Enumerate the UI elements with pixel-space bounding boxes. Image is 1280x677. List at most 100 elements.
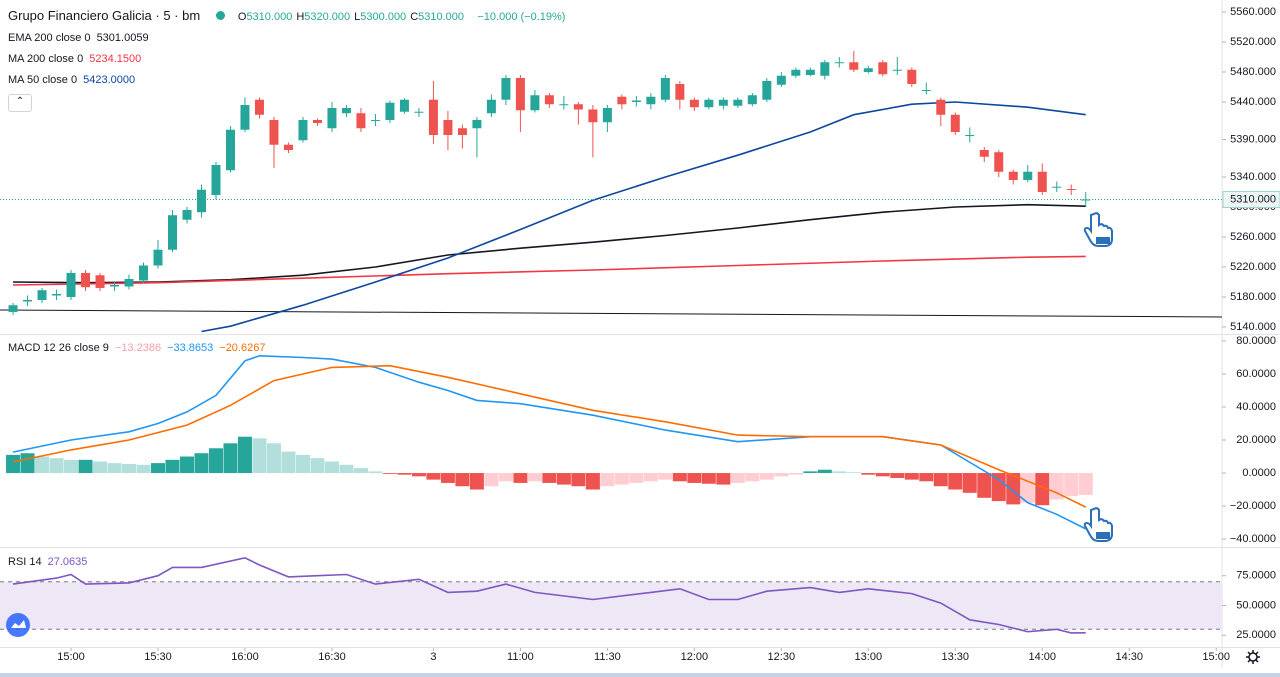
x-tick-label: 16:30 (318, 651, 346, 663)
histogram-bar (455, 473, 470, 487)
collapse-button[interactable]: ⌃ (8, 94, 32, 112)
x-tick-label: 12:00 (681, 651, 709, 663)
symbol-title: Grupo Financiero Galicia · 5 · bm (8, 8, 201, 23)
histogram-bar (701, 473, 716, 484)
indicator-legend: EMA 200 close 0 5301.0059 MA 200 close 0 52… (8, 28, 571, 91)
ohlc-label: C (410, 11, 419, 23)
histogram-bar (890, 473, 905, 478)
y-tick-label: 50.0000 (1236, 599, 1276, 611)
candle-body (530, 95, 540, 111)
histogram-bar (35, 456, 50, 474)
y-tick-label: 5440.000 (1230, 96, 1276, 108)
legend-name: MA 200 close 0 (8, 53, 84, 65)
x-tick-label: 13:30 (942, 651, 970, 663)
ohlc-value: 5310.000 (246, 11, 293, 23)
candle-body (443, 119, 453, 135)
histogram-bar (904, 473, 919, 480)
indicator-line (201, 101, 1086, 333)
candle-body (298, 119, 308, 141)
settings-button[interactable] (1246, 650, 1260, 664)
status-dot (215, 11, 225, 20)
candle-body (182, 209, 192, 220)
candle-body (283, 144, 293, 150)
legend-value: 5234.1500 (89, 53, 142, 65)
histogram-bar (788, 473, 803, 475)
candle-body (254, 99, 264, 115)
candle-body (834, 62, 844, 64)
candle-body (124, 278, 134, 287)
histogram-bar (643, 473, 658, 482)
candle-body (747, 95, 757, 105)
candle-body (936, 99, 946, 115)
histogram-bar (774, 473, 789, 477)
candle-body (675, 83, 685, 100)
histogram-bar (803, 471, 818, 474)
legend-name: MA 50 close 0 (8, 74, 78, 86)
ohlc-value: 5320.000 (304, 11, 351, 23)
y-tick-label: 5220.000 (1230, 261, 1276, 273)
legend-value: 27.0635 (47, 556, 88, 568)
y-tick-label: 5390.000 (1230, 133, 1276, 145)
candle-body (52, 293, 62, 296)
legend-value: −20.6267 (219, 342, 266, 354)
histogram-bar (281, 451, 296, 474)
legend-name: MACD 12 26 close 9 (8, 342, 109, 354)
histogram-bar (1035, 473, 1050, 506)
candle-body (472, 119, 482, 129)
histogram-bar (817, 469, 832, 474)
candle-body (762, 80, 772, 100)
ohlc-value: 5310.000 (418, 11, 465, 23)
histogram-bar (223, 443, 238, 474)
x-tick-label: 11:30 (594, 651, 621, 663)
symbol-row: Grupo Financiero Galicia · 5 · bm O5310.… (8, 5, 571, 28)
candle-body (168, 215, 178, 250)
candle-body (486, 99, 496, 114)
legend-value: −13.2386 (114, 342, 162, 354)
candle-body (356, 113, 366, 129)
candle-body (863, 68, 873, 72)
candle-body (718, 99, 728, 106)
x-tick-label: 3 (430, 651, 436, 663)
histogram-bar (933, 473, 948, 487)
indicator-line (12, 557, 1086, 634)
y-tick-label: 5180.000 (1230, 291, 1276, 303)
histogram-bar (730, 473, 745, 483)
histogram-bar (962, 473, 977, 493)
histogram-bar (324, 461, 339, 474)
histogram-bar (687, 473, 702, 483)
candle-body (341, 107, 351, 114)
histogram-bar (658, 473, 673, 480)
candle-body (791, 69, 801, 76)
candle-body (979, 149, 989, 157)
candle-body (414, 111, 424, 113)
y-tick-label: 5260.000 (1230, 231, 1276, 243)
x-tick-label: 12:30 (768, 651, 796, 663)
candle-body (921, 89, 931, 91)
y-tick-label: 75.0000 (1236, 570, 1276, 582)
candle-body (501, 77, 511, 100)
y-tick-label: 60.0000 (1236, 368, 1276, 380)
candle-body (820, 62, 830, 76)
histogram-bar (151, 463, 166, 474)
histogram-bar (353, 468, 368, 474)
histogram-bar (382, 473, 397, 474)
logo-badge[interactable] (6, 613, 30, 637)
histogram-bar (339, 464, 354, 474)
candle-body (950, 114, 960, 132)
histogram-bar (107, 463, 122, 474)
histogram-bar (194, 453, 209, 474)
histogram-bar (1049, 473, 1064, 500)
y-tick-label: 5520.000 (1230, 36, 1276, 48)
price-pane (0, 50, 1222, 333)
x-tick-label: 15:00 (57, 651, 85, 663)
histogram-bar (991, 473, 1006, 502)
y-tick-label: 5140.000 (1230, 321, 1276, 333)
candle-body (776, 75, 786, 85)
legend-row: EMA 200 close 0 5301.0059 (8, 28, 571, 49)
histogram-bar (1064, 473, 1079, 497)
histogram-bar (368, 471, 383, 474)
candle-body (805, 69, 815, 75)
y-tick-label: 0.0000 (1242, 467, 1276, 479)
histogram-bar (672, 473, 687, 482)
indicator-line (12, 364, 1087, 508)
